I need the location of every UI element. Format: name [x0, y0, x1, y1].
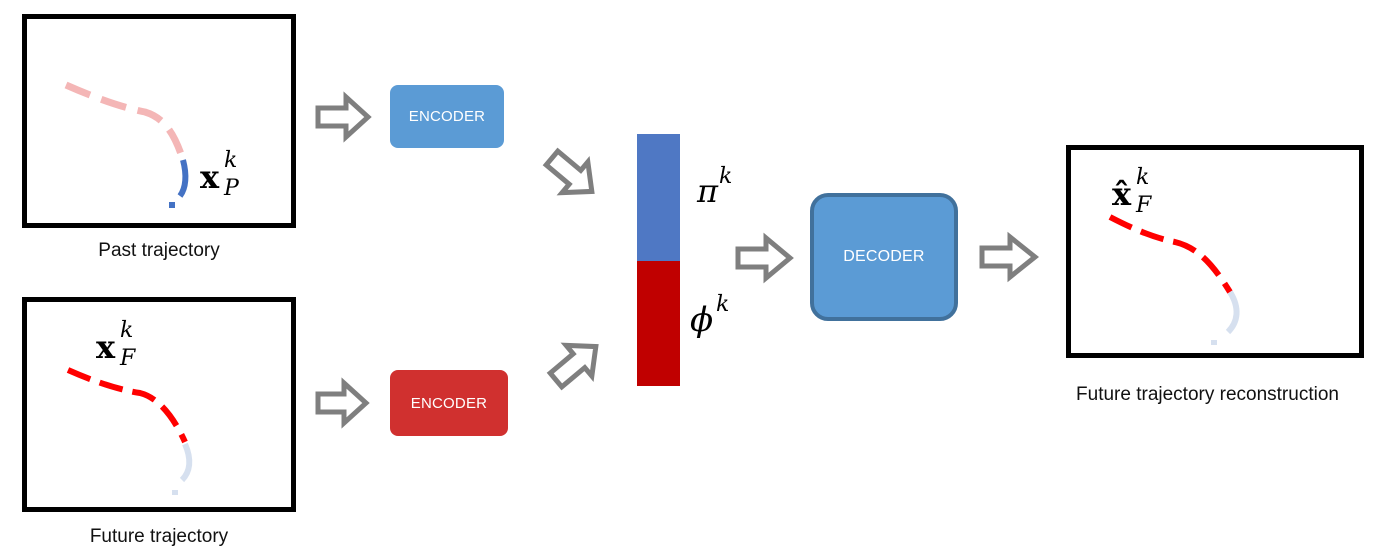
- past-trajectory-caption: Past trajectory: [98, 240, 220, 261]
- past-trajectory-faded-path: [64, 81, 187, 162]
- future-trajectory-end-dot: [172, 490, 178, 495]
- reconstruction-end-dot: [1211, 340, 1217, 345]
- future-trajectory-faded-path: [179, 442, 193, 483]
- future-trajectory-active-path: [66, 367, 188, 444]
- hollow-diagonal-arrow-icon: [546, 342, 599, 391]
- latent-phi-segment: [637, 261, 680, 386]
- hollow-right-arrow-icon: [735, 232, 794, 284]
- past-trajectory-end-dot: [169, 202, 175, 208]
- hollow-right-arrow-icon: [979, 231, 1040, 283]
- reconstruction-active-path: [1108, 214, 1233, 294]
- math-x-future: x k F: [96, 318, 136, 371]
- encoder-future-block: ENCODER: [390, 370, 508, 436]
- future-trajectory-frame: [22, 297, 296, 512]
- hollow-diagonal-arrow-icon: [542, 147, 595, 196]
- decoder-block: DECODER: [810, 193, 958, 321]
- reconstruction-frame: [1066, 145, 1364, 358]
- math-x-hat-future: x̂ k F: [1112, 165, 1152, 218]
- hollow-right-arrow-icon: [315, 377, 370, 429]
- math-x-past: x k P: [200, 148, 239, 201]
- reconstruction-faded-path: [1225, 290, 1240, 335]
- reconstruction-caption: Future trajectory reconstruction: [1076, 384, 1339, 405]
- math-phi: ϕ k: [690, 292, 730, 340]
- latent-pi-segment: [637, 134, 680, 261]
- encoder-past-block: ENCODER: [390, 85, 504, 148]
- math-pi: π k: [697, 164, 733, 210]
- hollow-right-arrow-icon: [315, 91, 372, 143]
- past-trajectory-active-path: [177, 159, 189, 198]
- future-trajectory-caption: Future trajectory: [89, 526, 229, 547]
